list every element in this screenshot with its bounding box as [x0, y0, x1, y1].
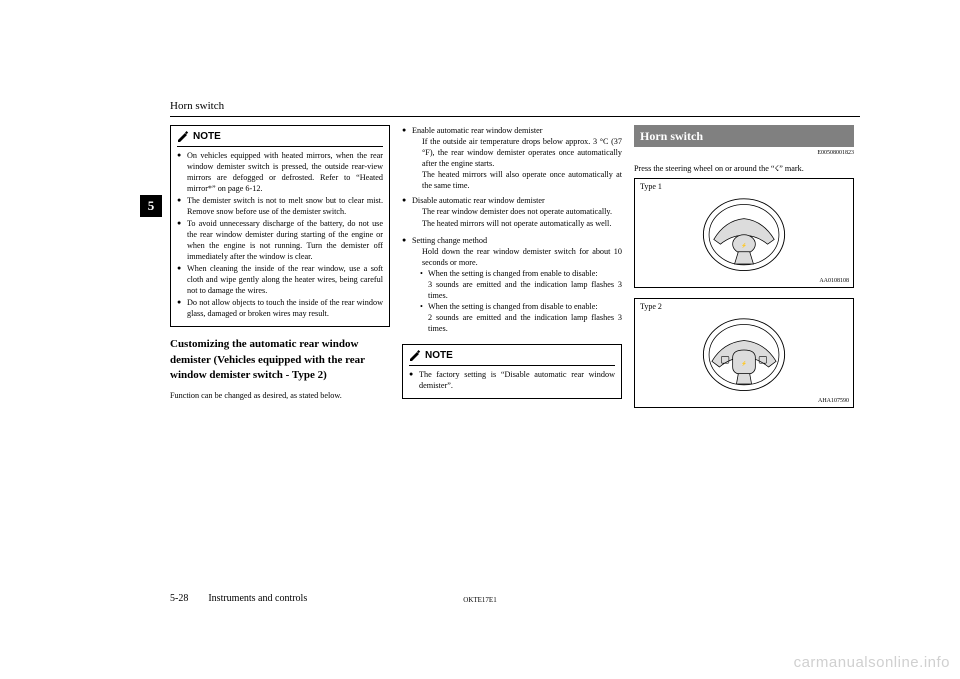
column-2: Enable automatic rear window demister If…: [402, 125, 622, 418]
steering-wheel-icon: ⚡: [697, 313, 792, 398]
note-list-2: The factory setting is “Disable automati…: [409, 369, 615, 391]
page-content: Horn switch NOTE On vehicles equipped wi…: [170, 100, 860, 590]
item-text: If the outside air temperature drops bel…: [412, 136, 622, 169]
item-lead: Enable automatic rear window demister: [412, 126, 543, 135]
note-header: NOTE: [409, 349, 615, 366]
note-header: NOTE: [177, 130, 383, 147]
list-item: Enable automatic rear window demister If…: [402, 125, 622, 191]
sub-text: 3 sounds are emitted and the indication …: [428, 280, 622, 300]
item-text: The rear window demister does not operat…: [412, 206, 622, 217]
intro-text: Press the steering wheel on or around th…: [634, 163, 854, 174]
pencil-icon: [177, 131, 189, 143]
page-footer: 5-28 Instruments and controls: [170, 593, 307, 604]
chapter-tab: 5: [140, 195, 162, 217]
section-code: E00508001823: [634, 149, 854, 157]
note-item: The demister switch is not to melt snow …: [177, 195, 383, 217]
steering-wheel-icon: ⚡: [697, 193, 792, 278]
sub-item: When the setting is changed from enable …: [412, 268, 622, 301]
running-header: Horn switch: [170, 100, 860, 112]
figure-label: Type 1: [640, 182, 662, 193]
body-text: Function can be changed as desired, as s…: [170, 390, 390, 401]
sub-lead: When the setting is changed from disable…: [428, 302, 598, 311]
note-box-1: NOTE On vehicles equipped with heated mi…: [170, 125, 390, 327]
item-text: The heated mirrors will not operate auto…: [412, 218, 622, 229]
note-label: NOTE: [193, 130, 221, 144]
note-item: On vehicles equipped with heated mirrors…: [177, 150, 383, 194]
note-item: The factory setting is “Disable automati…: [409, 369, 615, 391]
figure-label: Type 2: [640, 302, 662, 313]
note-item: Do not allow objects to touch the inside…: [177, 297, 383, 319]
footer-doc-code: OKTE17E1: [463, 596, 496, 604]
item-text: Hold down the rear window demister switc…: [412, 246, 622, 268]
figure-code: AA0108108: [819, 277, 849, 285]
note-label: NOTE: [425, 349, 453, 363]
item-text: The heated mirrors will also operate onc…: [412, 169, 622, 191]
list-item: Disable automatic rear window demister T…: [402, 195, 622, 228]
figure-code: AHA107590: [818, 397, 849, 405]
footer-section-name: Instruments and controls: [208, 593, 307, 604]
header-rule: [170, 116, 860, 117]
subheading-customizing: Customizing the automatic rear window de…: [170, 337, 390, 383]
page-number: 5-28: [170, 593, 188, 604]
figure-type-2: Type 2 ⚡ AHA107590: [634, 298, 854, 408]
column-1: NOTE On vehicles equipped with heated mi…: [170, 125, 390, 418]
feature-list: Enable automatic rear window demister If…: [402, 125, 622, 334]
item-lead: Disable automatic rear window demister: [412, 196, 545, 205]
note-list-1: On vehicles equipped with heated mirrors…: [177, 150, 383, 320]
column-3: Horn switch E00508001823 Press the steer…: [634, 125, 854, 418]
sub-item: When the setting is changed from disable…: [412, 301, 622, 334]
note-box-2: NOTE The factory setting is “Disable aut…: [402, 344, 622, 399]
section-heading-bar: Horn switch: [634, 125, 854, 147]
figure-type-1: Type 1 ⚡ AA0108108: [634, 178, 854, 288]
note-item: When cleaning the inside of the rear win…: [177, 263, 383, 296]
pencil-icon: [409, 350, 421, 362]
note-item: To avoid unnecessary discharge of the ba…: [177, 218, 383, 262]
watermark: carmanualsonline.info: [794, 654, 950, 671]
sub-text: 2 sounds are emitted and the indication …: [428, 313, 622, 333]
sub-lead: When the setting is changed from enable …: [428, 269, 598, 278]
item-lead: Setting change method: [412, 236, 487, 245]
columns: NOTE On vehicles equipped with heated mi…: [170, 125, 860, 418]
list-item: Setting change method Hold down the rear…: [402, 235, 622, 335]
